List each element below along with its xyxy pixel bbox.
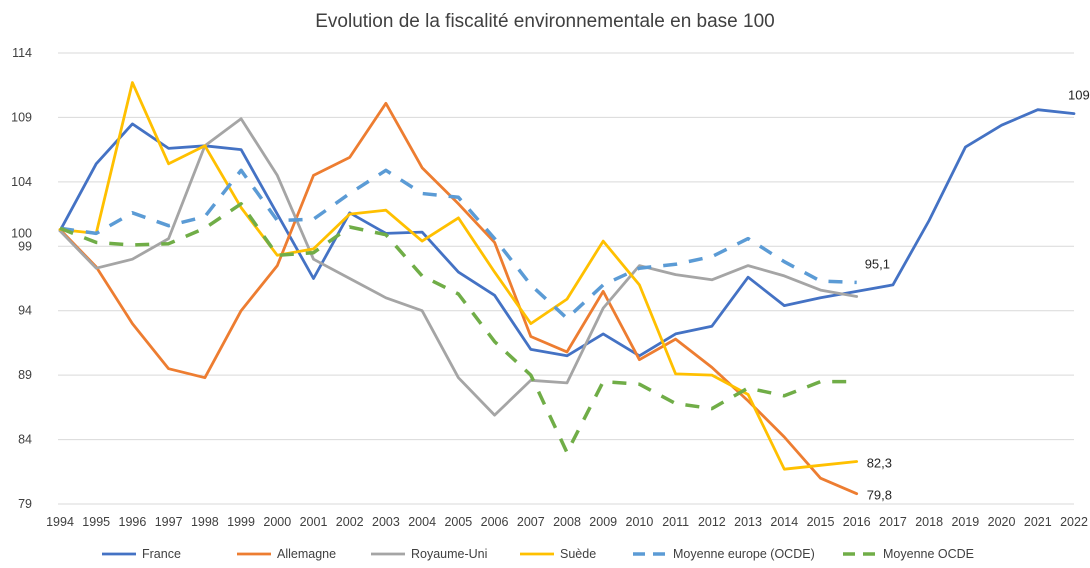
chart-title: Evolution de la fiscalité environnementa…: [315, 11, 774, 32]
y-tick-label-89: 89: [18, 368, 32, 382]
y-axis-ticks: 79 84 89 94 99 104 109 114 100: [11, 46, 32, 511]
data-label-82-3: 82,3: [867, 455, 892, 470]
series-line-moyenne-europe-ocde: [59, 168, 857, 321]
series-lines: [58, 81, 1076, 496]
series-line-su-de: [58, 81, 859, 471]
x-tick-label-1994: 1994: [46, 515, 74, 529]
x-tick-label-2005: 2005: [444, 515, 472, 529]
x-tick-label-2014: 2014: [770, 515, 798, 529]
x-tick-label-1997: 1997: [155, 515, 183, 529]
series-line-moyenne-ocde: [59, 202, 857, 455]
y-tick-label-104: 104: [11, 175, 32, 189]
legend-label-0: France: [142, 547, 181, 561]
x-tick-label-2013: 2013: [734, 515, 762, 529]
data-labels: 109,3 95,1 82,3 79,8: [865, 88, 1090, 503]
y-tick-label-84: 84: [18, 433, 32, 447]
x-tick-label-2022: 2022: [1060, 515, 1088, 529]
y-tick-label-100: 100: [11, 226, 32, 240]
data-label-79-8: 79,8: [867, 488, 892, 503]
y-tick-label-109: 109: [11, 110, 32, 124]
x-tick-label-1996: 1996: [119, 515, 147, 529]
x-tick-label-2004: 2004: [408, 515, 436, 529]
x-tick-label-1999: 1999: [227, 515, 255, 529]
x-tick-label-2009: 2009: [589, 515, 617, 529]
x-tick-label-2001: 2001: [300, 515, 328, 529]
series-line-royaume-uni: [58, 117, 859, 417]
x-axis-ticks: 1994 1995 1996 1997 1998 1999 2000 2001 2002 2003…: [46, 515, 1088, 529]
x-tick-label-2008: 2008: [553, 515, 581, 529]
legend-label-4: Moyenne europe (OCDE): [673, 547, 815, 561]
y-tick-label-94: 94: [18, 304, 32, 318]
x-tick-label-2015: 2015: [807, 515, 835, 529]
gridlines: [58, 52, 1074, 505]
x-tick-label-2010: 2010: [626, 515, 654, 529]
x-tick-label-2016: 2016: [843, 515, 871, 529]
x-tick-label-2021: 2021: [1024, 515, 1052, 529]
x-tick-label-2000: 2000: [263, 515, 291, 529]
y-tick-label-114: 114: [12, 46, 32, 60]
legend: France Allemagne Royaume-Uni Suède Moyenne e…: [102, 547, 974, 561]
y-tick-label-99: 99: [18, 239, 32, 253]
x-tick-label-2012: 2012: [698, 515, 726, 529]
data-label-109-3: 109,3: [1068, 88, 1090, 103]
series-line-france: [58, 108, 1076, 358]
x-tick-label-2007: 2007: [517, 515, 545, 529]
x-tick-label-2017: 2017: [879, 515, 907, 529]
x-tick-label-2002: 2002: [336, 515, 364, 529]
y-tick-label-79: 79: [18, 497, 32, 511]
legend-label-2: Royaume-Uni: [411, 547, 487, 561]
legend-label-5: Moyenne OCDE: [883, 547, 974, 561]
x-tick-label-2018: 2018: [915, 515, 943, 529]
x-tick-label-2019: 2019: [951, 515, 979, 529]
legend-label-1: Allemagne: [277, 547, 336, 561]
x-tick-label-1998: 1998: [191, 515, 219, 529]
x-tick-label-1995: 1995: [82, 515, 110, 529]
x-tick-label-2020: 2020: [988, 515, 1016, 529]
x-tick-label-2006: 2006: [481, 515, 509, 529]
x-tick-label-2011: 2011: [662, 515, 689, 529]
x-tick-label-2003: 2003: [372, 515, 400, 529]
legend-label-3: Suède: [560, 547, 596, 561]
series-line-allemagne: [58, 101, 859, 496]
data-label-95-1: 95,1: [865, 256, 890, 271]
